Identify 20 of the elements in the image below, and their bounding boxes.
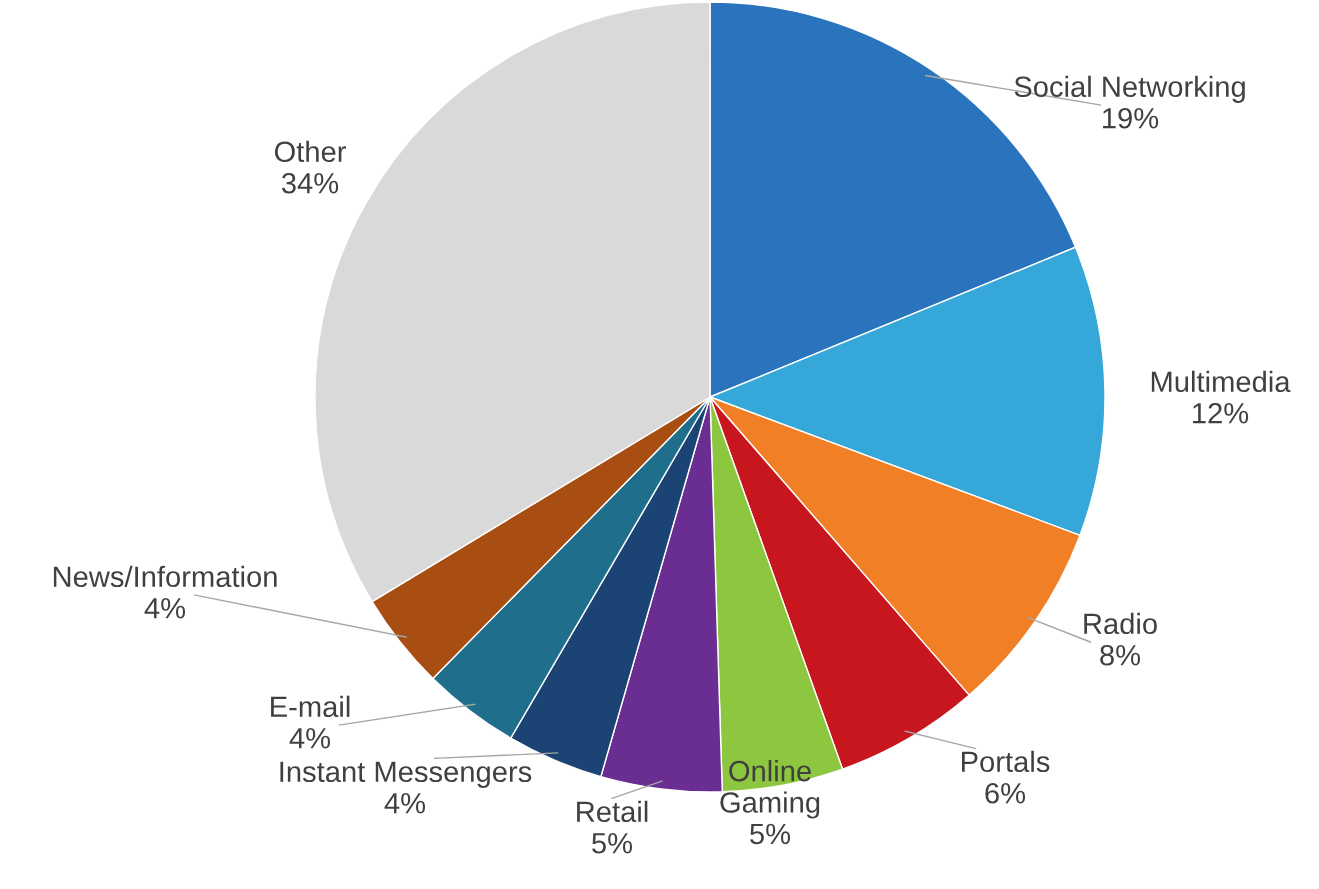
data-label: 5% bbox=[592, 833, 633, 854]
slice-label: News/Information bbox=[53, 565, 277, 588]
data-label: 4% bbox=[384, 793, 426, 814]
slice-label: Radio bbox=[1084, 612, 1157, 635]
data-label: 5% bbox=[750, 823, 791, 845]
slice-label: Online Gaming bbox=[720, 759, 820, 819]
slice-label: Retail bbox=[577, 800, 648, 823]
data-label: 6% bbox=[985, 782, 1026, 804]
slice-label: E-mail bbox=[271, 695, 350, 718]
data-label: 19% bbox=[1103, 107, 1159, 129]
slice-label: Portals bbox=[962, 750, 1050, 773]
slice-label: Other bbox=[274, 140, 346, 163]
data-label: 4% bbox=[289, 728, 331, 749]
data-label: 34% bbox=[281, 172, 339, 194]
slice-label: Multimedia bbox=[1151, 370, 1291, 393]
data-label: 8% bbox=[1100, 644, 1141, 666]
data-label: 12% bbox=[1193, 402, 1249, 424]
slice-label: Instant Messengers bbox=[280, 761, 532, 788]
slice-label: Social Networking bbox=[1014, 75, 1245, 103]
data-label: 4% bbox=[144, 598, 186, 619]
